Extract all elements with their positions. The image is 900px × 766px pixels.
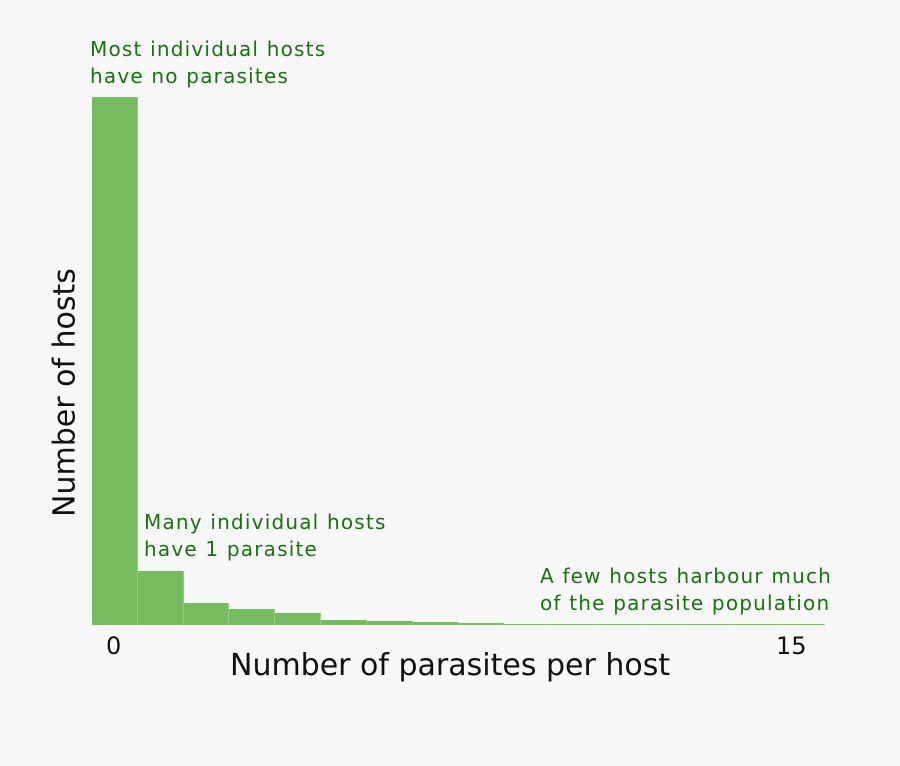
y-axis-label: Number of hosts: [47, 268, 83, 517]
histogram-bar: [183, 603, 230, 625]
histogram-bar: [733, 624, 780, 625]
x-tick-0: 0: [106, 632, 122, 660]
annotation-line: Most individual hosts: [90, 37, 327, 61]
x-axis-label: Number of parasites per host: [230, 648, 671, 683]
annotation-line: have no parasites: [90, 64, 290, 88]
histogram-bar: [687, 624, 734, 625]
histogram-bar: [137, 571, 184, 625]
annotation-line: Many individual hosts: [144, 510, 387, 534]
histogram-bar: [275, 613, 322, 625]
histogram-bar: [550, 623, 596, 625]
annotation-line: have 1 parasite: [144, 537, 319, 561]
annotation-few-hosts: A few hosts harbour much of the parasite…: [540, 563, 850, 617]
histogram-bars: [92, 0, 825, 625]
histogram-bar: [504, 623, 551, 625]
histogram-bar: [321, 620, 367, 625]
histogram-bar: [92, 97, 138, 625]
histogram-bar: [595, 624, 642, 625]
x-tick-15: 15: [776, 632, 807, 660]
histogram-bar: [458, 623, 505, 625]
annotation-zero-parasites: Most individual hosts have no parasites: [90, 36, 326, 90]
annotation-one-parasite: Many individual hosts have 1 parasite: [144, 509, 387, 563]
histogram-bar: [229, 609, 276, 625]
annotation-line: of the parasite population: [540, 591, 831, 615]
histogram-bar: [412, 622, 459, 625]
histogram-bar: [641, 624, 688, 625]
histogram-bar: [779, 624, 825, 625]
annotation-line: A few hosts harbour much: [540, 564, 833, 588]
histogram-bar: [366, 621, 413, 625]
